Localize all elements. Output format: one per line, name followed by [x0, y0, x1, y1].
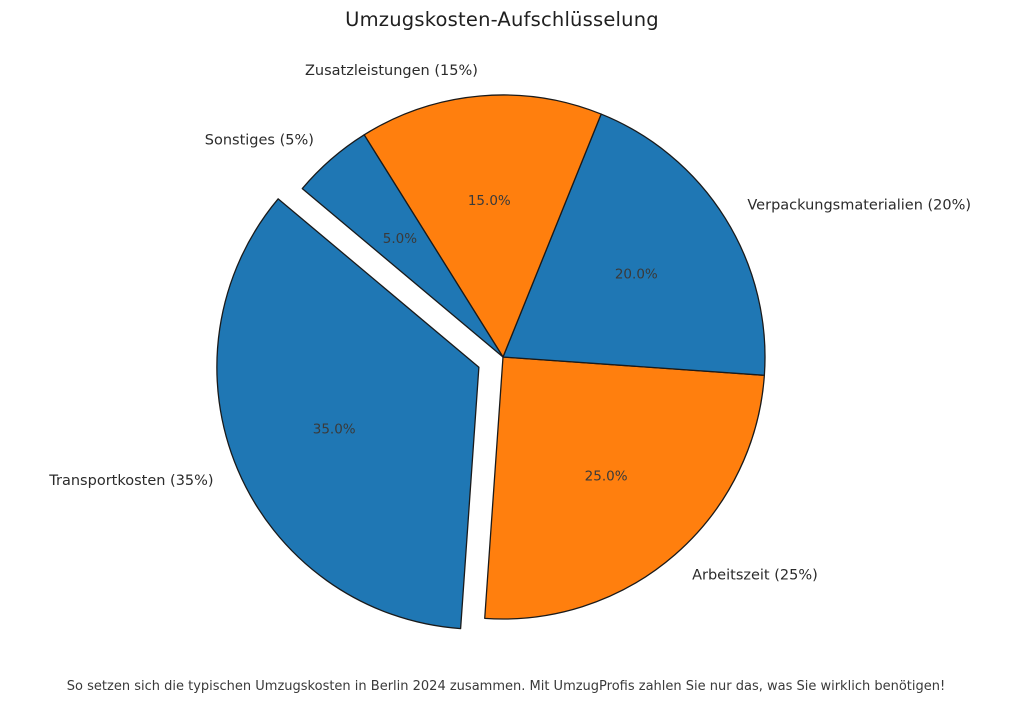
slice-label-sonstiges: Sonstiges (5%): [205, 133, 314, 149]
chart-caption: So setzen sich die typischen Umzugskoste…: [66, 679, 946, 694]
slice-label-transportkosten: Transportkosten (35%): [48, 473, 213, 489]
slice-pct-sonstiges: 5.0%: [383, 231, 417, 247]
slice-pct-verpackungsmaterialien: 20.0%: [615, 266, 658, 282]
pie-slice-verpackungsmaterialien: [502, 113, 766, 376]
pie-slice-sonstiges: [301, 134, 504, 358]
pie-slice-zusatzleistungen: [363, 94, 602, 358]
chart-title: Umzugskosten-Aufschlüsselung: [345, 8, 659, 31]
slice-pct-zusatzleistungen: 15.0%: [468, 193, 511, 209]
pie-slice-arbeitszeit: [484, 356, 766, 620]
slice-pct-arbeitszeit: 25.0%: [585, 468, 628, 484]
pie-slice-transportkosten: [216, 198, 480, 630]
slice-label-verpackungsmaterialien: Verpackungsmaterialien (20%): [747, 197, 971, 213]
slice-label-zusatzleistungen: Zusatzleistungen (15%): [305, 63, 478, 79]
slice-pct-transportkosten: 35.0%: [313, 421, 356, 437]
slice-label-arbeitszeit: Arbeitszeit (25%): [692, 568, 818, 584]
